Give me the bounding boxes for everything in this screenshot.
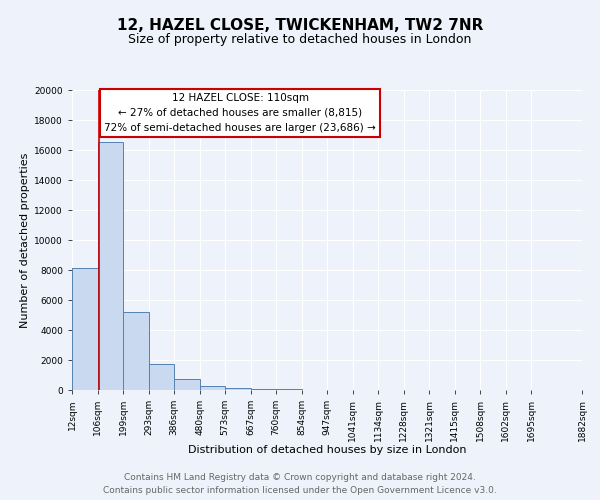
Bar: [174, 379, 200, 390]
Bar: [72, 268, 98, 390]
Bar: [225, 388, 251, 390]
Text: 12 HAZEL CLOSE: 110sqm
← 27% of detached houses are smaller (8,815)
72% of semi-: 12 HAZEL CLOSE: 110sqm ← 27% of detached…: [104, 93, 376, 132]
Bar: [200, 386, 225, 390]
Bar: [149, 364, 174, 390]
Y-axis label: Number of detached properties: Number of detached properties: [20, 152, 30, 328]
Text: 12, HAZEL CLOSE, TWICKENHAM, TW2 7NR: 12, HAZEL CLOSE, TWICKENHAM, TW2 7NR: [117, 18, 483, 32]
Bar: [123, 312, 149, 390]
Bar: [251, 388, 276, 390]
Bar: [98, 142, 123, 390]
Bar: [276, 389, 302, 390]
Text: Contains HM Land Registry data © Crown copyright and database right 2024.
Contai: Contains HM Land Registry data © Crown c…: [103, 474, 497, 495]
Text: Size of property relative to detached houses in London: Size of property relative to detached ho…: [128, 32, 472, 46]
X-axis label: Distribution of detached houses by size in London: Distribution of detached houses by size …: [188, 446, 466, 456]
